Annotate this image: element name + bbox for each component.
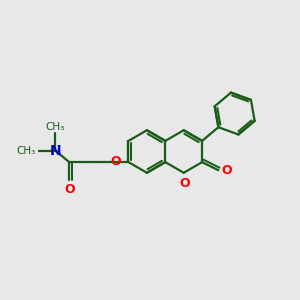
Text: N: N (50, 143, 61, 158)
Text: O: O (179, 177, 190, 190)
Text: O: O (221, 164, 232, 177)
Text: O: O (110, 155, 121, 168)
Text: CH₃: CH₃ (17, 146, 36, 155)
Text: CH₃: CH₃ (46, 122, 65, 132)
Text: O: O (64, 183, 74, 196)
